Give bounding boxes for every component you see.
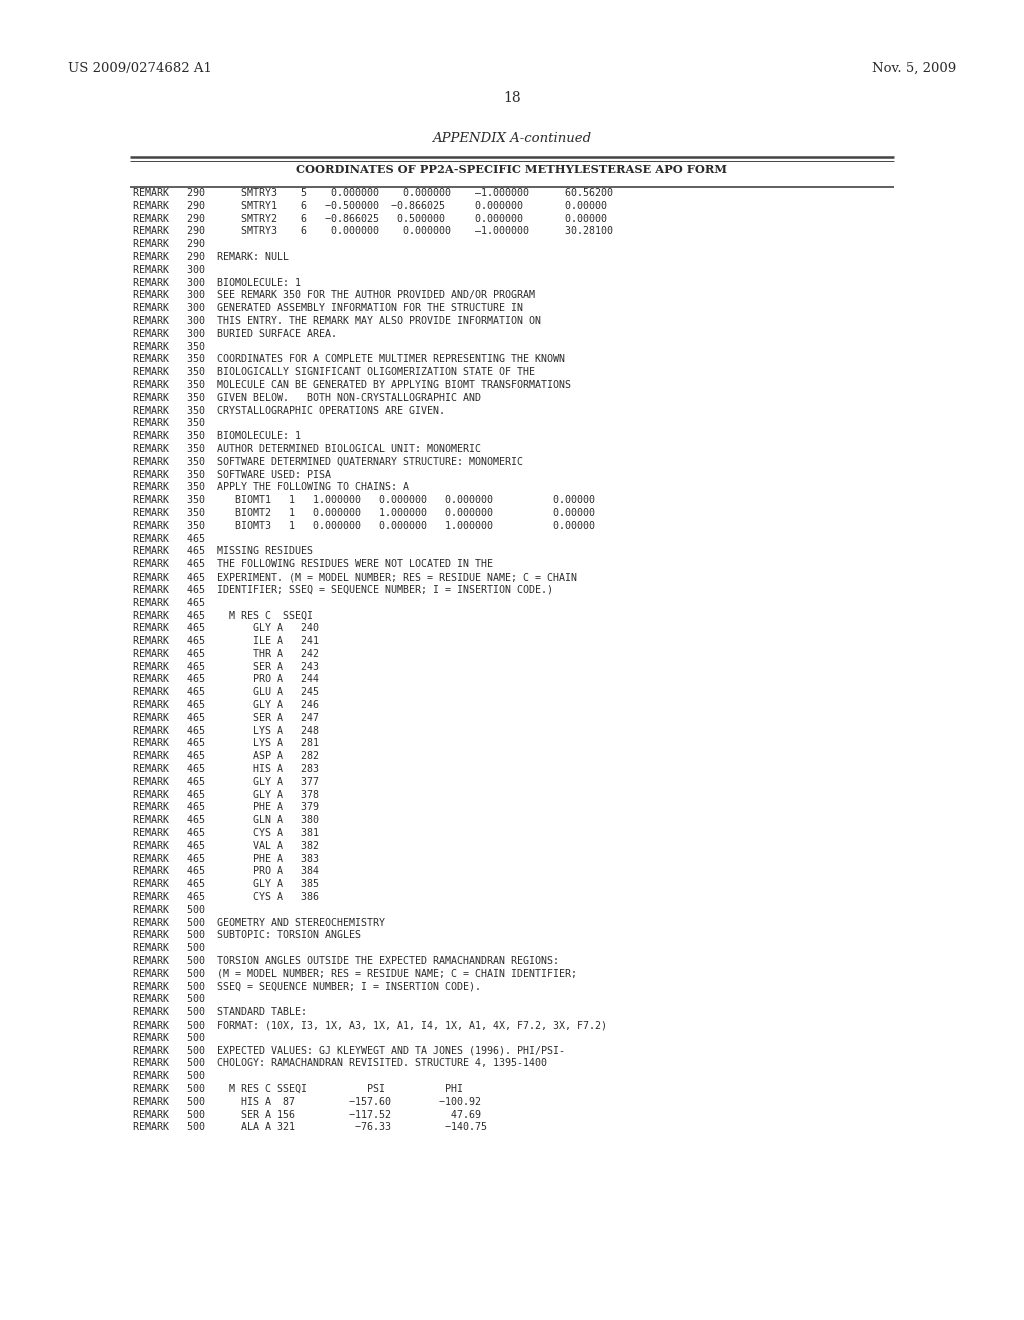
Text: REMARK   350  BIOLOGICALLY SIGNIFICANT OLIGOMERIZATION STATE OF THE: REMARK 350 BIOLOGICALLY SIGNIFICANT OLIG…	[133, 367, 535, 378]
Text: REMARK   500  GEOMETRY AND STEREOCHEMISTRY: REMARK 500 GEOMETRY AND STEREOCHEMISTRY	[133, 917, 385, 928]
Text: REMARK   290      SMTRY2    6   −0.866025   0.500000     0.000000       0.00000: REMARK 290 SMTRY2 6 −0.866025 0.500000 0…	[133, 214, 607, 223]
Text: REMARK   350  AUTHOR DETERMINED BIOLOGICAL UNIT: MONOMERIC: REMARK 350 AUTHOR DETERMINED BIOLOGICAL …	[133, 444, 481, 454]
Text: REMARK   465  MISSING RESIDUES: REMARK 465 MISSING RESIDUES	[133, 546, 313, 557]
Text: REMARK   465        GLU A   245: REMARK 465 GLU A 245	[133, 688, 319, 697]
Text: REMARK   300  BIOMOLECULE: 1: REMARK 300 BIOMOLECULE: 1	[133, 277, 301, 288]
Text: REMARK   465        PHE A   383: REMARK 465 PHE A 383	[133, 854, 319, 863]
Text: REMARK   465        PHE A   379: REMARK 465 PHE A 379	[133, 803, 319, 812]
Text: REMARK   465        HIS A   283: REMARK 465 HIS A 283	[133, 764, 319, 774]
Text: REMARK   500  FORMAT: (10X, I3, 1X, A3, 1X, A1, I4, 1X, A1, 4X, F7.2, 3X, F7.2): REMARK 500 FORMAT: (10X, I3, 1X, A3, 1X,…	[133, 1020, 607, 1030]
Text: REMARK   465        PRO A   384: REMARK 465 PRO A 384	[133, 866, 319, 876]
Text: REMARK   500: REMARK 500	[133, 994, 205, 1005]
Text: APPENDIX A-continued: APPENDIX A-continued	[432, 132, 592, 145]
Text: REMARK   500      SER A 156         −117.52          47.69: REMARK 500 SER A 156 −117.52 47.69	[133, 1110, 481, 1119]
Text: REMARK   465        VAL A   382: REMARK 465 VAL A 382	[133, 841, 319, 851]
Text: REMARK   465        GLY A   246: REMARK 465 GLY A 246	[133, 700, 319, 710]
Text: REMARK   300  BURIED SURFACE AREA.: REMARK 300 BURIED SURFACE AREA.	[133, 329, 337, 339]
Text: REMARK   300  SEE REMARK 350 FOR THE AUTHOR PROVIDED AND/OR PROGRAM: REMARK 300 SEE REMARK 350 FOR THE AUTHOR…	[133, 290, 535, 301]
Text: COORDINATES OF PP2A-SPECIFIC METHYLESTERASE APO FORM: COORDINATES OF PP2A-SPECIFIC METHYLESTER…	[297, 164, 727, 176]
Text: REMARK   465  THE FOLLOWING RESIDUES WERE NOT LOCATED IN THE: REMARK 465 THE FOLLOWING RESIDUES WERE N…	[133, 560, 493, 569]
Text: REMARK   465        CYS A   386: REMARK 465 CYS A 386	[133, 892, 319, 902]
Text: REMARK   300: REMARK 300	[133, 265, 205, 275]
Text: REMARK   350  GIVEN BELOW.   BOTH NON-CRYSTALLOGRAPHIC AND: REMARK 350 GIVEN BELOW. BOTH NON-CRYSTAL…	[133, 393, 481, 403]
Text: REMARK   465        LYS A   281: REMARK 465 LYS A 281	[133, 738, 319, 748]
Text: REMARK   350: REMARK 350	[133, 342, 205, 351]
Text: REMARK   350  SOFTWARE USED: PISA: REMARK 350 SOFTWARE USED: PISA	[133, 470, 331, 479]
Text: REMARK   465        GLY A   378: REMARK 465 GLY A 378	[133, 789, 319, 800]
Text: REMARK   350  APPLY THE FOLLOWING TO CHAINS: A: REMARK 350 APPLY THE FOLLOWING TO CHAINS…	[133, 482, 409, 492]
Text: REMARK   465        LYS A   248: REMARK 465 LYS A 248	[133, 726, 319, 735]
Text: REMARK   500  STANDARD TABLE:: REMARK 500 STANDARD TABLE:	[133, 1007, 307, 1018]
Text: REMARK   350  CRYSTALLOGRAPHIC OPERATIONS ARE GIVEN.: REMARK 350 CRYSTALLOGRAPHIC OPERATIONS A…	[133, 405, 445, 416]
Text: REMARK   350  COORDINATES FOR A COMPLETE MULTIMER REPRESENTING THE KNOWN: REMARK 350 COORDINATES FOR A COMPLETE MU…	[133, 354, 565, 364]
Text: REMARK   465        GLY A   385: REMARK 465 GLY A 385	[133, 879, 319, 890]
Text: REMARK   500: REMARK 500	[133, 904, 205, 915]
Text: REMARK   500      HIS A  87         −157.60        −100.92: REMARK 500 HIS A 87 −157.60 −100.92	[133, 1097, 481, 1106]
Text: REMARK   500  SSEQ = SEQUENCE NUMBER; I = INSERTION CODE).: REMARK 500 SSEQ = SEQUENCE NUMBER; I = I…	[133, 982, 481, 991]
Text: REMARK   500: REMARK 500	[133, 1032, 205, 1043]
Text: REMARK   350  BIOMOLECULE: 1: REMARK 350 BIOMOLECULE: 1	[133, 432, 301, 441]
Text: REMARK   500  EXPECTED VALUES: GJ KLEYWEGT AND TA JONES (1996). PHI/PSI-: REMARK 500 EXPECTED VALUES: GJ KLEYWEGT …	[133, 1045, 565, 1056]
Text: REMARK   500    M RES C SSEQI          PSI          PHI: REMARK 500 M RES C SSEQI PSI PHI	[133, 1084, 463, 1094]
Text: REMARK   465: REMARK 465	[133, 598, 205, 607]
Text: REMARK   500  TORSION ANGLES OUTSIDE THE EXPECTED RAMACHANDRAN REGIONS:: REMARK 500 TORSION ANGLES OUTSIDE THE EX…	[133, 956, 559, 966]
Text: REMARK   465        ILE A   241: REMARK 465 ILE A 241	[133, 636, 319, 645]
Text: REMARK   350  SOFTWARE DETERMINED QUATERNARY STRUCTURE: MONOMERIC: REMARK 350 SOFTWARE DETERMINED QUATERNAR…	[133, 457, 523, 467]
Text: REMARK   290      SMTRY3    6    0.000000    0.000000    –1.000000      30.28100: REMARK 290 SMTRY3 6 0.000000 0.000000 –1…	[133, 227, 613, 236]
Text: REMARK   350     BIOMT1   1   1.000000   0.000000   0.000000          0.00000: REMARK 350 BIOMT1 1 1.000000 0.000000 0.…	[133, 495, 595, 506]
Text: REMARK   500      ALA A 321          −76.33         −140.75: REMARK 500 ALA A 321 −76.33 −140.75	[133, 1122, 487, 1133]
Text: REMARK   465: REMARK 465	[133, 533, 205, 544]
Text: REMARK   350     BIOMT2   1   0.000000   1.000000   0.000000          0.00000: REMARK 350 BIOMT2 1 0.000000 1.000000 0.…	[133, 508, 595, 517]
Text: REMARK   290  REMARK: NULL: REMARK 290 REMARK: NULL	[133, 252, 289, 261]
Text: REMARK   350  MOLECULE CAN BE GENERATED BY APPLYING BIOMT TRANSFORMATIONS: REMARK 350 MOLECULE CAN BE GENERATED BY …	[133, 380, 571, 389]
Text: Nov. 5, 2009: Nov. 5, 2009	[871, 62, 956, 75]
Text: REMARK   500: REMARK 500	[133, 944, 205, 953]
Text: REMARK   465        CYS A   381: REMARK 465 CYS A 381	[133, 828, 319, 838]
Text: REMARK   465        PRO A   244: REMARK 465 PRO A 244	[133, 675, 319, 684]
Text: US 2009/0274682 A1: US 2009/0274682 A1	[68, 62, 212, 75]
Text: REMARK   500: REMARK 500	[133, 1072, 205, 1081]
Text: REMARK   465        SER A   247: REMARK 465 SER A 247	[133, 713, 319, 723]
Text: REMARK   290: REMARK 290	[133, 239, 205, 249]
Text: REMARK   500  CHOLOGY: RAMACHANDRAN REVISITED. STRUCTURE 4, 1395-1400: REMARK 500 CHOLOGY: RAMACHANDRAN REVISIT…	[133, 1059, 547, 1068]
Text: REMARK   300  GENERATED ASSEMBLY INFORMATION FOR THE STRUCTURE IN: REMARK 300 GENERATED ASSEMBLY INFORMATIO…	[133, 304, 523, 313]
Text: REMARK   500  (M = MODEL NUMBER; RES = RESIDUE NAME; C = CHAIN IDENTIFIER;: REMARK 500 (M = MODEL NUMBER; RES = RESI…	[133, 969, 577, 979]
Text: REMARK   465        THR A   242: REMARK 465 THR A 242	[133, 649, 319, 659]
Text: REMARK   500  SUBTOPIC: TORSION ANGLES: REMARK 500 SUBTOPIC: TORSION ANGLES	[133, 931, 361, 940]
Text: REMARK   465        GLY A   240: REMARK 465 GLY A 240	[133, 623, 319, 634]
Text: REMARK   465        GLY A   377: REMARK 465 GLY A 377	[133, 776, 319, 787]
Text: REMARK   465  EXPERIMENT. (M = MODEL NUMBER; RES = RESIDUE NAME; C = CHAIN: REMARK 465 EXPERIMENT. (M = MODEL NUMBER…	[133, 572, 577, 582]
Text: 18: 18	[503, 91, 521, 106]
Text: REMARK   465        ASP A   282: REMARK 465 ASP A 282	[133, 751, 319, 762]
Text: REMARK   465    M RES C  SSEQI: REMARK 465 M RES C SSEQI	[133, 610, 313, 620]
Text: REMARK   290      SMTRY3    5    0.000000    0.000000    –1.000000      60.56200: REMARK 290 SMTRY3 5 0.000000 0.000000 –1…	[133, 187, 613, 198]
Text: REMARK   300  THIS ENTRY. THE REMARK MAY ALSO PROVIDE INFORMATION ON: REMARK 300 THIS ENTRY. THE REMARK MAY AL…	[133, 315, 541, 326]
Text: REMARK   465  IDENTIFIER; SSEQ = SEQUENCE NUMBER; I = INSERTION CODE.): REMARK 465 IDENTIFIER; SSEQ = SEQUENCE N…	[133, 585, 553, 595]
Text: REMARK   290      SMTRY1    6   −0.500000  −0.866025     0.000000       0.00000: REMARK 290 SMTRY1 6 −0.500000 −0.866025 …	[133, 201, 607, 211]
Text: REMARK   350     BIOMT3   1   0.000000   0.000000   1.000000          0.00000: REMARK 350 BIOMT3 1 0.000000 0.000000 1.…	[133, 521, 595, 531]
Text: REMARK   465        GLN A   380: REMARK 465 GLN A 380	[133, 816, 319, 825]
Text: REMARK   465        SER A   243: REMARK 465 SER A 243	[133, 661, 319, 672]
Text: REMARK   350: REMARK 350	[133, 418, 205, 429]
